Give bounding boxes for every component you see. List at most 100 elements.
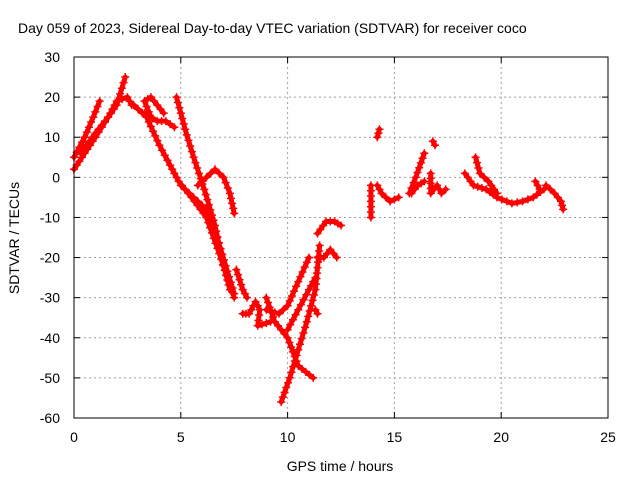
data-point-marker: [477, 184, 486, 193]
data-point-marker: [75, 157, 84, 166]
data-point-marker: [366, 213, 375, 222]
x-tick-label: 15: [387, 429, 403, 445]
data-point-marker: [542, 181, 551, 190]
data-point-marker: [262, 293, 271, 302]
data-point-marker: [119, 78, 128, 87]
data-point-marker: [262, 305, 271, 314]
data-point-marker: [118, 95, 127, 104]
data-point-marker: [155, 141, 164, 150]
data-point-marker: [550, 189, 559, 198]
data-point-marker: [153, 101, 162, 110]
data-point-marker: [185, 189, 194, 198]
data-point-marker: [144, 111, 153, 120]
data-markers: [70, 73, 568, 406]
data-point-marker: [513, 198, 522, 207]
data-point-marker: [251, 297, 260, 306]
data-point-marker: [245, 309, 254, 318]
data-point-marker: [146, 122, 155, 131]
series-track-25: [426, 169, 450, 198]
data-point-marker: [284, 378, 293, 387]
data-point-marker: [209, 224, 218, 233]
data-point-marker: [93, 102, 102, 111]
data-point-marker: [546, 185, 555, 194]
data-point-marker: [160, 151, 169, 160]
x-tick-label: 25: [600, 429, 616, 445]
data-point-marker: [85, 137, 94, 146]
data-point-marker: [191, 158, 200, 167]
data-point-marker: [176, 109, 185, 118]
data-point-marker: [215, 169, 224, 178]
data-point-marker: [300, 263, 309, 272]
series-track-3: [76, 93, 136, 158]
data-point-marker: [201, 190, 210, 199]
data-point-marker: [411, 173, 420, 182]
data-point-marker: [484, 177, 493, 186]
data-point-marker: [292, 351, 301, 360]
data-point-marker: [311, 273, 320, 282]
data-point-marker: [225, 189, 234, 198]
data-point-marker: [294, 277, 303, 286]
data-point-marker: [533, 181, 542, 190]
data-point-marker: [332, 253, 341, 262]
data-point-marker: [502, 197, 511, 206]
data-point-marker: [523, 195, 532, 204]
data-point-marker: [94, 125, 103, 134]
series-track-14: [262, 253, 313, 318]
data-point-marker: [247, 305, 256, 314]
data-point-marker: [305, 307, 314, 316]
data-point-marker: [79, 145, 88, 154]
data-point-marker: [202, 173, 211, 182]
series-track-13: [277, 241, 324, 406]
data-point-marker: [110, 101, 119, 110]
data-point-marker: [308, 296, 317, 305]
data-point-marker: [487, 181, 496, 190]
data-point-marker: [181, 125, 190, 134]
data-point-marker: [531, 177, 540, 186]
data-point-marker: [189, 153, 198, 162]
data-point-marker: [253, 301, 262, 310]
data-point-marker: [82, 128, 91, 137]
data-point-marker: [289, 362, 298, 371]
series-track-24: [428, 137, 439, 150]
data-point-marker: [100, 117, 109, 126]
data-point-marker: [163, 156, 172, 165]
data-point-marker: [277, 397, 286, 406]
series-track-27: [471, 153, 501, 198]
data-point-marker: [311, 305, 320, 314]
data-point-marker: [294, 345, 303, 354]
data-point-marker: [142, 102, 151, 111]
data-point-marker: [106, 109, 115, 118]
data-point-marker: [97, 121, 106, 130]
data-point-marker: [428, 137, 437, 146]
data-point-marker: [373, 181, 382, 190]
data-point-marker: [230, 289, 239, 298]
data-point-marker: [221, 261, 230, 270]
series-track-15: [283, 273, 320, 334]
data-point-marker: [226, 278, 235, 287]
data-point-marker: [187, 147, 196, 156]
data-point-marker: [296, 300, 305, 309]
axis-ticks: 0 5 10 15 20 25 -60 -50 -40 -30 -20 -10 0 10 20 30: [40, 49, 616, 445]
y-tick-label: -50: [40, 370, 60, 386]
data-point-marker: [170, 123, 179, 132]
data-point-marker: [232, 265, 241, 274]
data-point-marker: [307, 301, 316, 310]
data-point-marker: [329, 249, 338, 258]
data-point-marker: [134, 105, 143, 114]
data-point-marker: [471, 153, 480, 162]
data-point-marker: [151, 131, 160, 140]
data-point-marker: [161, 117, 170, 126]
data-point-marker: [326, 245, 335, 254]
data-point-marker: [262, 319, 271, 328]
data-point-marker: [235, 275, 244, 284]
data-point-marker: [84, 123, 93, 132]
series-track-28: [531, 177, 544, 194]
data-point-marker: [193, 181, 202, 190]
data-point-marker: [104, 113, 113, 122]
y-tick-label: 30: [44, 49, 60, 65]
data-point-marker: [206, 169, 215, 178]
data-point-marker: [189, 193, 198, 202]
data-point-marker: [123, 93, 132, 102]
data-point-marker: [290, 287, 299, 296]
series-track-17: [313, 217, 345, 238]
